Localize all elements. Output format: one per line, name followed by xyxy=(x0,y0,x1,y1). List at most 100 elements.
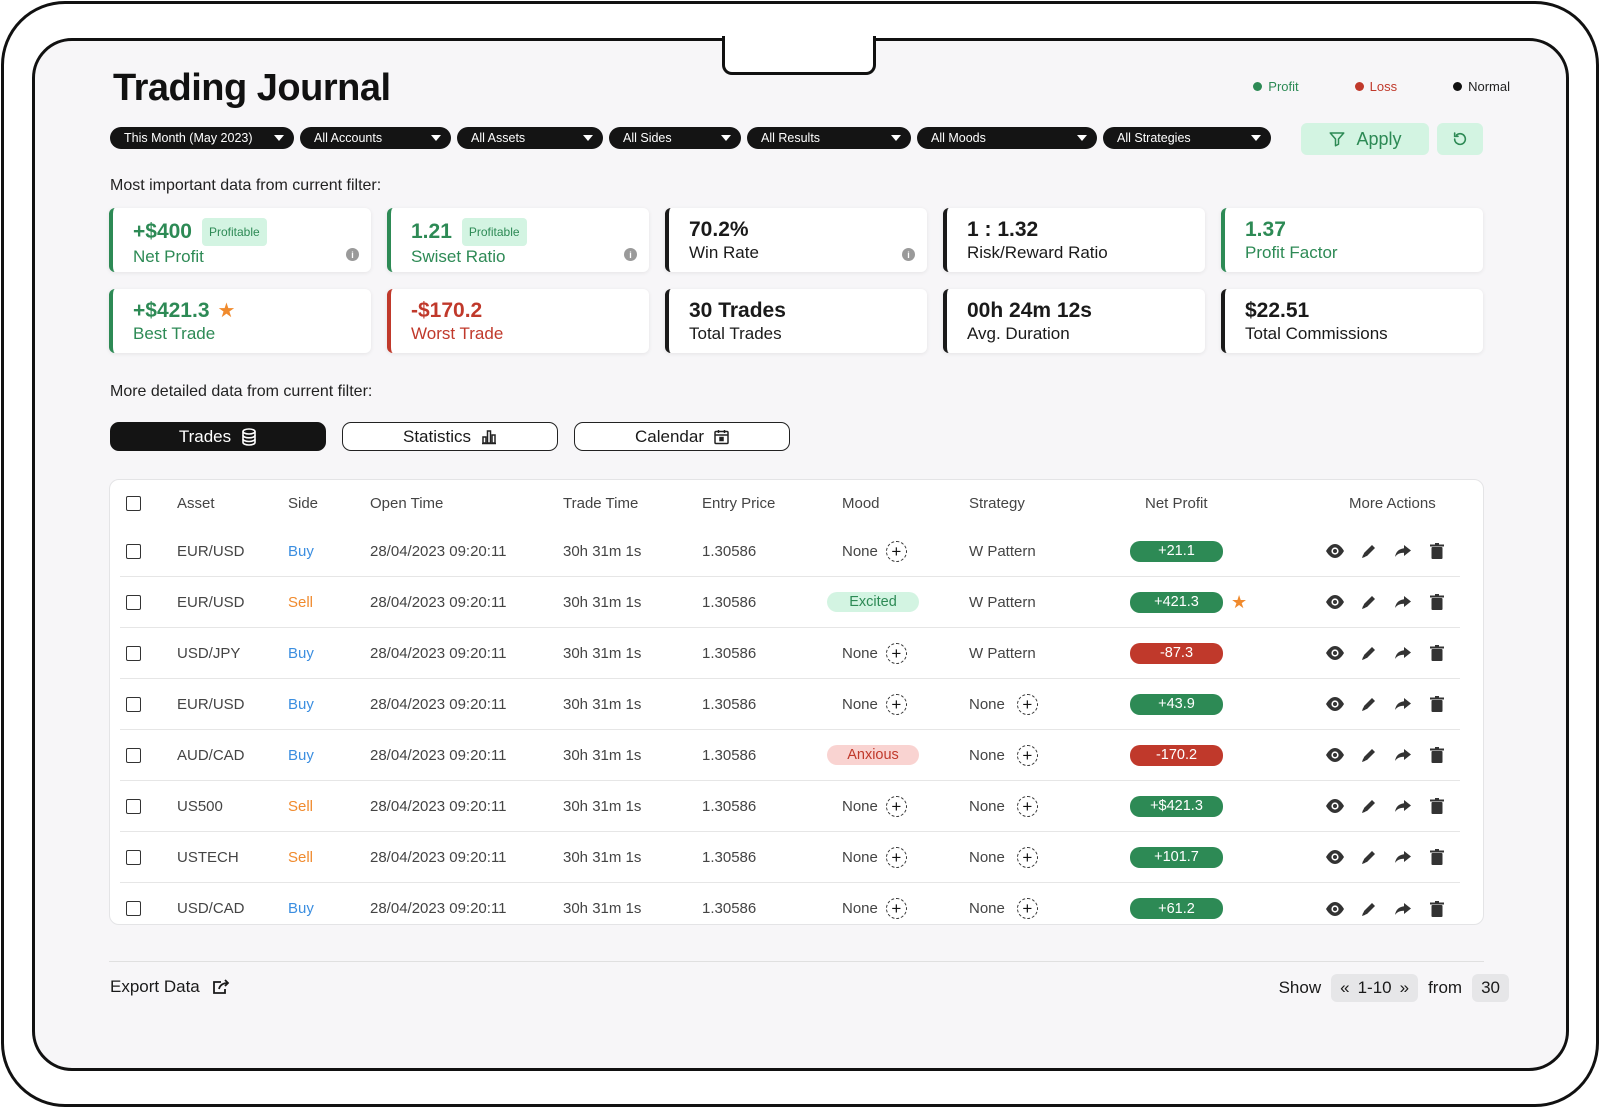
info-icon[interactable]: i xyxy=(624,248,637,261)
mood-pill[interactable]: Excited xyxy=(827,592,919,612)
entry-price-cell: 1.30586 xyxy=(702,797,757,815)
view-eye-icon[interactable] xyxy=(1325,593,1345,611)
view-eye-icon[interactable] xyxy=(1325,695,1345,713)
edit-pencil-icon[interactable] xyxy=(1359,746,1379,764)
page-range-value[interactable]: 1-10 xyxy=(1357,978,1392,997)
mood-pill[interactable]: Anxious xyxy=(827,745,919,765)
delete-trash-icon[interactable] xyxy=(1427,593,1447,611)
add-mood-icon[interactable]: + xyxy=(885,795,907,817)
filter-strategies-dropdown[interactable]: All Strategies xyxy=(1103,127,1271,149)
add-strategy-icon[interactable]: + xyxy=(1016,846,1038,868)
filter-sides-dropdown[interactable]: All Sides xyxy=(609,127,741,149)
strategy-cell: None + xyxy=(969,693,1038,715)
row-checkbox[interactable] xyxy=(126,747,141,763)
total-count: 30 xyxy=(1472,974,1509,1002)
column-strategy[interactable]: Strategy xyxy=(969,494,1025,512)
trades-table: Asset Side Open Time Trade Time Entry Pr… xyxy=(109,479,1484,925)
open-time-cell: 28/04/2023 09:20:11 xyxy=(370,542,507,560)
view-eye-icon[interactable] xyxy=(1325,900,1345,918)
row-checkbox[interactable] xyxy=(126,798,141,814)
delete-trash-icon[interactable] xyxy=(1427,848,1447,866)
view-eye-icon[interactable] xyxy=(1325,746,1345,764)
stat-value-row: 1.37 xyxy=(1245,218,1483,242)
share-icon[interactable] xyxy=(1393,644,1413,662)
add-mood-icon[interactable]: + xyxy=(885,642,907,664)
add-mood-icon[interactable]: + xyxy=(885,693,907,715)
row-checkbox[interactable] xyxy=(126,849,141,865)
filter-strategies-label: All Strategies xyxy=(1117,131,1191,145)
share-icon[interactable] xyxy=(1393,746,1413,764)
delete-trash-icon[interactable] xyxy=(1427,900,1447,918)
column-entry-price[interactable]: Entry Price xyxy=(702,494,776,512)
column-mood[interactable]: Mood xyxy=(842,494,880,512)
chevron-down-icon xyxy=(1251,135,1261,141)
column-open-time[interactable]: Open Time xyxy=(370,494,444,512)
stat-value: 30 Trades xyxy=(689,299,786,322)
filter-results-dropdown[interactable]: All Results xyxy=(747,127,911,149)
export-data-button[interactable]: Export Data xyxy=(110,977,230,997)
apply-button[interactable]: Apply xyxy=(1301,123,1429,155)
delete-trash-icon[interactable] xyxy=(1427,746,1447,764)
stat-card-risk-reward-ratio: 1 : 1.32 Risk/Reward Ratio xyxy=(943,208,1205,272)
share-icon[interactable] xyxy=(1393,797,1413,815)
filter-funnel-icon xyxy=(1329,132,1345,147)
edit-pencil-icon[interactable] xyxy=(1359,848,1379,866)
share-icon[interactable] xyxy=(1393,593,1413,611)
row-checkbox[interactable] xyxy=(126,645,141,661)
edit-pencil-icon[interactable] xyxy=(1359,644,1379,662)
edit-pencil-icon[interactable] xyxy=(1359,900,1379,918)
share-icon[interactable] xyxy=(1393,695,1413,713)
view-eye-icon[interactable] xyxy=(1325,848,1345,866)
share-icon[interactable] xyxy=(1393,542,1413,560)
info-icon[interactable]: i xyxy=(346,248,359,261)
filter-accounts-dropdown[interactable]: All Accounts xyxy=(300,127,451,149)
add-mood-icon[interactable]: + xyxy=(885,846,907,868)
view-eye-icon[interactable] xyxy=(1325,542,1345,560)
stat-card-total-trades: 30 Trades Total Trades xyxy=(665,289,927,353)
edit-pencil-icon[interactable] xyxy=(1359,695,1379,713)
column-side[interactable]: Side xyxy=(288,494,319,512)
tab-statistics[interactable]: Statistics xyxy=(342,422,558,451)
prev-page-button[interactable]: « xyxy=(1340,978,1350,997)
row-checkbox[interactable] xyxy=(126,594,141,610)
delete-trash-icon[interactable] xyxy=(1427,797,1447,815)
stat-value: +$400 xyxy=(133,220,192,243)
add-mood-icon[interactable]: + xyxy=(885,898,907,919)
add-mood-icon[interactable]: + xyxy=(885,540,907,562)
filter-period-dropdown[interactable]: This Month (May 2023) xyxy=(110,127,294,149)
row-checkbox[interactable] xyxy=(126,696,141,712)
edit-pencil-icon[interactable] xyxy=(1359,542,1379,560)
net-profit-pill: -87.3 xyxy=(1130,642,1223,664)
add-strategy-icon[interactable]: + xyxy=(1016,693,1038,715)
add-strategy-icon[interactable]: + xyxy=(1016,744,1038,766)
edit-pencil-icon[interactable] xyxy=(1359,797,1379,815)
reset-button[interactable] xyxy=(1437,123,1483,155)
filter-assets-dropdown[interactable]: All Assets xyxy=(457,127,603,149)
column-net-profit[interactable]: Net Profit xyxy=(1145,494,1208,512)
column-trade-time[interactable]: Trade Time xyxy=(563,494,639,512)
open-time-cell: 28/04/2023 09:20:11 xyxy=(370,695,507,713)
delete-trash-icon[interactable] xyxy=(1427,542,1447,560)
tab-trades[interactable]: Trades xyxy=(110,422,326,451)
select-all-checkbox[interactable] xyxy=(126,495,141,511)
row-checkbox[interactable] xyxy=(126,901,141,916)
column-asset[interactable]: Asset xyxy=(177,494,215,512)
net-profit-cell: -170.2 xyxy=(1130,744,1223,766)
view-eye-icon[interactable] xyxy=(1325,797,1345,815)
stat-value: -$170.2 xyxy=(411,299,483,322)
info-icon[interactable]: i xyxy=(902,248,915,261)
share-icon[interactable] xyxy=(1393,848,1413,866)
view-eye-icon[interactable] xyxy=(1325,644,1345,662)
add-strategy-icon[interactable]: + xyxy=(1016,795,1038,817)
share-icon[interactable] xyxy=(1393,900,1413,918)
delete-trash-icon[interactable] xyxy=(1427,644,1447,662)
add-strategy-icon[interactable]: + xyxy=(1016,898,1038,919)
side-cell: Sell xyxy=(288,593,314,611)
next-page-button[interactable]: » xyxy=(1399,978,1410,997)
delete-trash-icon[interactable] xyxy=(1427,695,1447,713)
filter-moods-dropdown[interactable]: All Moods xyxy=(917,127,1097,149)
edit-pencil-icon[interactable] xyxy=(1359,593,1379,611)
row-checkbox[interactable] xyxy=(126,543,141,559)
tab-calendar[interactable]: Calendar xyxy=(574,422,790,451)
net-profit-cell: +61.2 xyxy=(1130,898,1223,919)
